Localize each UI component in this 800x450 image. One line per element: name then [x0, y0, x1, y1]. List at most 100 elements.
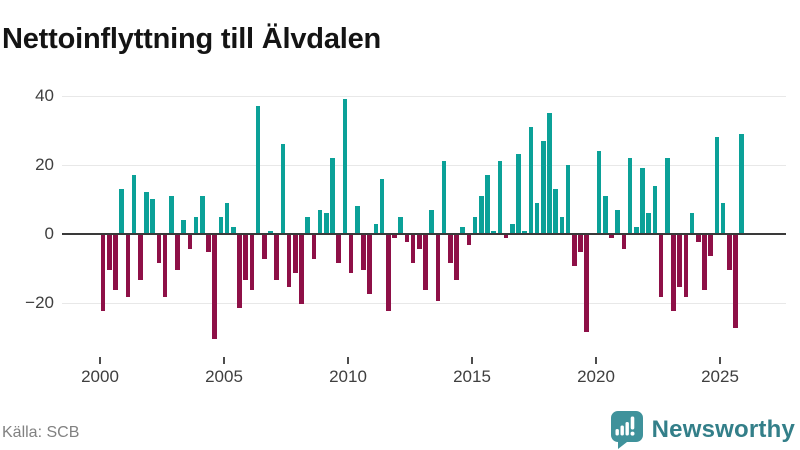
- gridline: [62, 164, 786, 166]
- x-axis-tick-mark: [223, 357, 225, 364]
- bar: [324, 213, 329, 234]
- bar: [144, 192, 149, 234]
- bar: [299, 235, 304, 305]
- bar: [156, 235, 162, 263]
- bar: [410, 235, 416, 263]
- bar: [386, 235, 391, 312]
- bar: [466, 235, 472, 246]
- bar: [485, 175, 490, 234]
- x-axis-tick-mark: [347, 357, 349, 364]
- bar: [317, 209, 323, 234]
- bar: [510, 223, 515, 234]
- bar: [237, 235, 242, 308]
- bar: [491, 230, 496, 234]
- bar: [280, 144, 286, 234]
- bar: [460, 227, 465, 234]
- source-label: Källa: SCB: [2, 424, 80, 441]
- bar: [578, 235, 583, 253]
- bar: [528, 126, 534, 234]
- bar: [733, 235, 738, 329]
- bar: [547, 112, 552, 234]
- bar: [609, 235, 614, 239]
- bar: [541, 140, 546, 234]
- x-axis-tick-mark: [719, 357, 721, 364]
- newsworthy-speech-bubble-chart-icon: [610, 411, 643, 449]
- bar: [367, 235, 372, 294]
- bar: [522, 230, 527, 234]
- bar: [534, 202, 540, 234]
- bar: [603, 195, 608, 234]
- bar: [441, 161, 447, 234]
- bar: [398, 216, 403, 234]
- bar: [373, 223, 379, 234]
- bar: [683, 235, 689, 298]
- bar: [206, 235, 211, 253]
- x-axis-tick-label: 2020: [577, 367, 615, 386]
- x-axis-tick-label: 2000: [81, 367, 119, 386]
- y-axis-tick-label: 20: [35, 154, 54, 174]
- bar: [417, 235, 422, 249]
- bar: [243, 235, 248, 280]
- bar: [231, 227, 236, 234]
- bar: [503, 235, 509, 239]
- bar: [249, 235, 255, 291]
- bar: [677, 235, 682, 287]
- bar: [615, 209, 620, 234]
- x-axis-tick-mark: [595, 357, 597, 364]
- bar: [169, 195, 174, 234]
- bar: [565, 164, 571, 234]
- bar: [714, 137, 720, 234]
- bar: [727, 235, 732, 270]
- bar: [361, 235, 366, 270]
- bar: [187, 235, 193, 249]
- bar: [119, 189, 124, 234]
- bar: [193, 216, 199, 234]
- bar: [175, 235, 180, 270]
- bar: [274, 235, 279, 280]
- bar: [355, 206, 360, 234]
- bar: [336, 235, 341, 263]
- bar: [286, 235, 292, 287]
- bar: [479, 195, 484, 234]
- bar: [150, 199, 155, 234]
- gridline: [62, 303, 786, 305]
- bar: [330, 157, 335, 234]
- gridline: [62, 95, 786, 97]
- bar: [448, 235, 453, 263]
- y-axis-tick-label: −20: [25, 293, 54, 313]
- bar: [454, 235, 459, 280]
- x-axis-tick-label: 2015: [453, 367, 491, 386]
- bar: [429, 209, 434, 234]
- bar: [404, 235, 410, 242]
- x-axis-tick-label: 2025: [701, 367, 739, 386]
- bar: [671, 235, 676, 312]
- bar: [646, 213, 651, 234]
- x-axis-tick-mark: [99, 357, 101, 364]
- bar: [634, 227, 639, 234]
- bar: [162, 235, 168, 298]
- bar: [689, 213, 695, 234]
- bar: [224, 202, 230, 234]
- bar: [218, 216, 224, 234]
- bar: [392, 235, 397, 239]
- chart-title: Nettoinflyttning till Älvdalen: [2, 23, 382, 56]
- bar: [472, 216, 478, 234]
- bar: [305, 216, 310, 234]
- bar: [596, 150, 602, 234]
- bar: [131, 175, 137, 234]
- bar: [107, 235, 112, 270]
- newsworthy-logo[interactable]: Newsworthy: [609, 411, 795, 449]
- bar: [113, 235, 118, 291]
- plot-area: 2000 2005 2010 2015 2020 2025: [62, 88, 786, 398]
- bar: [627, 157, 633, 234]
- bar: [138, 235, 143, 280]
- x-axis-tick-mark: [471, 357, 473, 364]
- bar: [553, 189, 558, 234]
- bar: [293, 235, 298, 274]
- bar: [640, 168, 645, 234]
- bar: [435, 235, 441, 301]
- brand-name: Newsworthy: [651, 416, 795, 443]
- bar: [379, 178, 385, 234]
- bar: [621, 235, 627, 249]
- bar: [311, 235, 317, 260]
